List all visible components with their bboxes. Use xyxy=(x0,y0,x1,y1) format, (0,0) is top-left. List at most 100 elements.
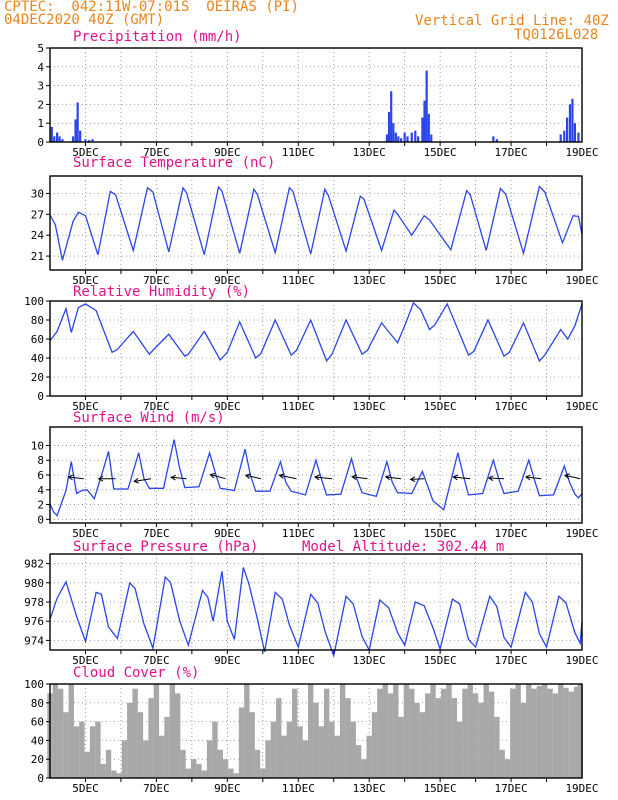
cloud-bar xyxy=(265,740,271,778)
cloud-bar xyxy=(159,735,165,778)
panel-frame xyxy=(49,175,583,271)
cloud-bar xyxy=(180,749,186,778)
x-tick-label: 15DEC xyxy=(424,146,457,159)
y-tick-label: 974 xyxy=(24,634,44,647)
y-tick-label: 1 xyxy=(37,117,44,130)
x-tick-label: 9DEC xyxy=(214,274,241,287)
x-tick-label: 9DEC xyxy=(214,527,241,540)
precip-bar xyxy=(387,111,391,142)
y-tick-label: 0 xyxy=(37,772,44,785)
x-tick-label: 5DEC xyxy=(72,400,99,413)
y-tick-label: 8 xyxy=(37,454,44,467)
cloud-bar xyxy=(57,688,64,778)
y-tick-label: 980 xyxy=(24,577,44,590)
cloud-bar xyxy=(132,688,138,778)
cloud-bar xyxy=(127,702,133,778)
cloud-bar xyxy=(547,688,553,778)
y-tick-label: 976 xyxy=(24,615,44,628)
precip-bar xyxy=(394,132,397,142)
cloud-bar xyxy=(451,698,458,778)
x-tick-label: 13DEC xyxy=(353,274,386,287)
wind-vector xyxy=(487,475,505,482)
cloud-bar xyxy=(329,721,335,778)
x-tick-label: 13DEC xyxy=(353,527,386,540)
cloud-bar xyxy=(435,698,442,778)
precip-bar xyxy=(414,130,417,142)
cloud-bar xyxy=(276,698,282,778)
x-tick-label: 11DEC xyxy=(282,654,315,667)
cloud-bar xyxy=(409,688,415,778)
cloud-bar xyxy=(462,688,468,778)
cloud-bar xyxy=(393,684,399,778)
cloud-bar xyxy=(63,712,69,778)
wind-vector xyxy=(244,473,262,480)
x-tick-label: 9DEC xyxy=(214,146,241,159)
cloud-bar xyxy=(377,688,383,778)
y-tick-label: 20 xyxy=(31,371,44,384)
cloud-bar xyxy=(228,768,234,778)
cloud-bar xyxy=(558,684,564,778)
y-tick-label: 4 xyxy=(37,61,44,74)
wind-vector xyxy=(452,474,471,481)
x-tick-label: 13DEC xyxy=(353,654,386,667)
cloud-bar xyxy=(233,773,239,778)
y-tick-label: 60 xyxy=(31,716,44,729)
x-tick-label: 19DEC xyxy=(565,400,598,413)
cloud-bar xyxy=(510,688,516,778)
x-tick-label: 7DEC xyxy=(143,782,170,795)
panel-title: Relative Humidity (%) xyxy=(73,284,250,300)
precip-bar xyxy=(397,136,400,142)
y-tick-label: 5 xyxy=(37,42,44,55)
altitude-annotation: Model Altitude: 302.44 m xyxy=(302,539,504,555)
x-tick-label: 17DEC xyxy=(495,654,528,667)
cloud-bar xyxy=(526,684,532,778)
cloud-bar xyxy=(355,745,362,778)
precip-bar xyxy=(79,130,82,142)
x-tick-label: 11DEC xyxy=(282,782,315,795)
x-tick-label: 17DEC xyxy=(495,400,528,413)
cloud-bar xyxy=(531,688,537,778)
cloud-bar xyxy=(249,712,255,778)
panel-title: Surface Wind (m/s) xyxy=(73,410,225,426)
cloud-bar xyxy=(382,684,388,778)
date-header: 04DEC2020 40Z (GMT) xyxy=(4,12,165,28)
series-line xyxy=(49,567,583,659)
cloud-bar xyxy=(201,770,207,778)
wind-vector xyxy=(563,473,581,480)
precip-bar xyxy=(71,136,75,142)
x-tick-label: 9DEC xyxy=(214,654,241,667)
precip-bar xyxy=(425,70,428,142)
precip-bar xyxy=(392,123,395,142)
y-tick-label: 20 xyxy=(31,753,44,766)
precip-bar xyxy=(430,134,433,142)
cloud-bar xyxy=(121,740,128,778)
cloud-bar xyxy=(334,735,340,778)
precip-bar xyxy=(406,136,409,142)
series-line xyxy=(49,301,583,363)
grid-line-header: Vertical Grid Line: 40Z xyxy=(415,13,609,29)
cloud-bar xyxy=(456,721,463,778)
panel-frame xyxy=(49,683,583,779)
wind-vector xyxy=(313,474,333,481)
cloud-bar xyxy=(504,759,511,778)
cloud-bar xyxy=(323,688,330,778)
y-tick-label: 4 xyxy=(37,484,44,497)
x-tick-label: 7DEC xyxy=(143,400,170,413)
cloud-bar xyxy=(174,693,181,778)
cloud-bar xyxy=(148,698,154,778)
x-tick-label: 15DEC xyxy=(424,527,457,540)
cloud-bar xyxy=(116,773,122,778)
wind-vector xyxy=(278,473,297,480)
x-tick-label: 9DEC xyxy=(214,782,241,795)
cloud-bar xyxy=(398,716,404,778)
precip-bar xyxy=(53,136,56,142)
wind-vector xyxy=(67,474,84,481)
precip-bar xyxy=(74,119,77,142)
precip-bar xyxy=(417,136,420,142)
y-tick-label: 3 xyxy=(37,80,44,93)
x-tick-label: 13DEC xyxy=(353,400,386,413)
panel-title: Precipitation (mm/h) xyxy=(73,29,242,45)
cloud-bar xyxy=(244,684,250,778)
precip-bar xyxy=(566,117,569,142)
y-tick-label: 6 xyxy=(37,469,44,482)
